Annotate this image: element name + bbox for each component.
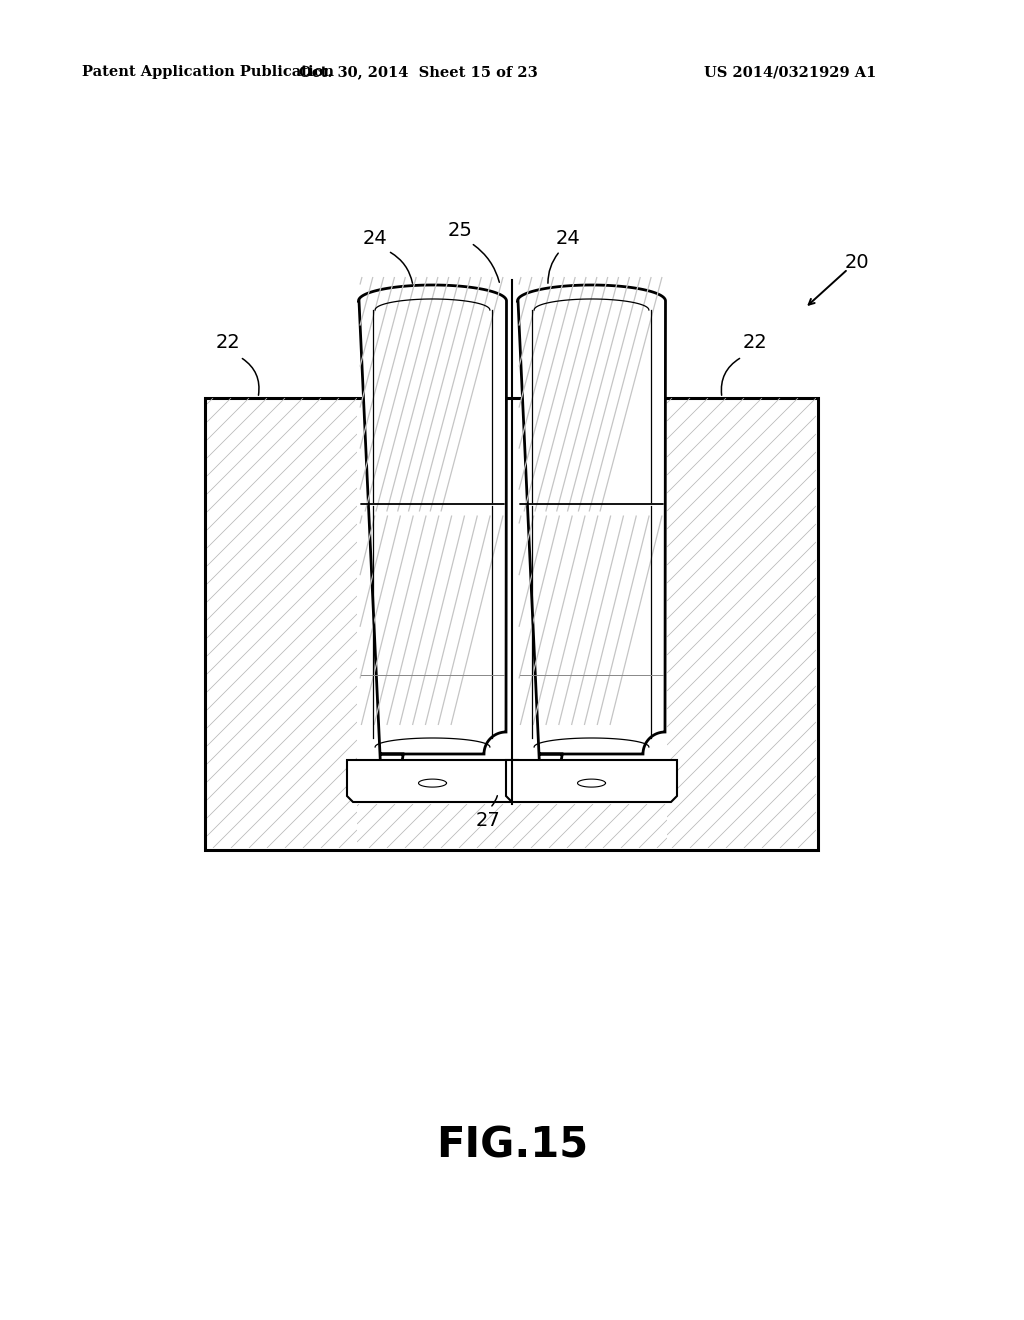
Text: FIG.15: FIG.15: [436, 1125, 588, 1166]
Text: 27: 27: [475, 810, 501, 829]
Text: 22: 22: [742, 333, 767, 351]
Polygon shape: [358, 285, 507, 776]
Polygon shape: [347, 760, 518, 803]
Text: 25: 25: [447, 222, 472, 240]
Polygon shape: [517, 285, 666, 776]
Text: Patent Application Publication: Patent Application Publication: [82, 65, 334, 79]
Bar: [205, 399, 818, 850]
Polygon shape: [506, 760, 677, 803]
Text: 24: 24: [556, 228, 581, 248]
Text: Oct. 30, 2014  Sheet 15 of 23: Oct. 30, 2014 Sheet 15 of 23: [299, 65, 538, 79]
Text: 24: 24: [362, 228, 387, 248]
Text: US 2014/0321929 A1: US 2014/0321929 A1: [703, 65, 877, 79]
Text: 22: 22: [216, 333, 241, 351]
Text: 20: 20: [845, 252, 869, 272]
